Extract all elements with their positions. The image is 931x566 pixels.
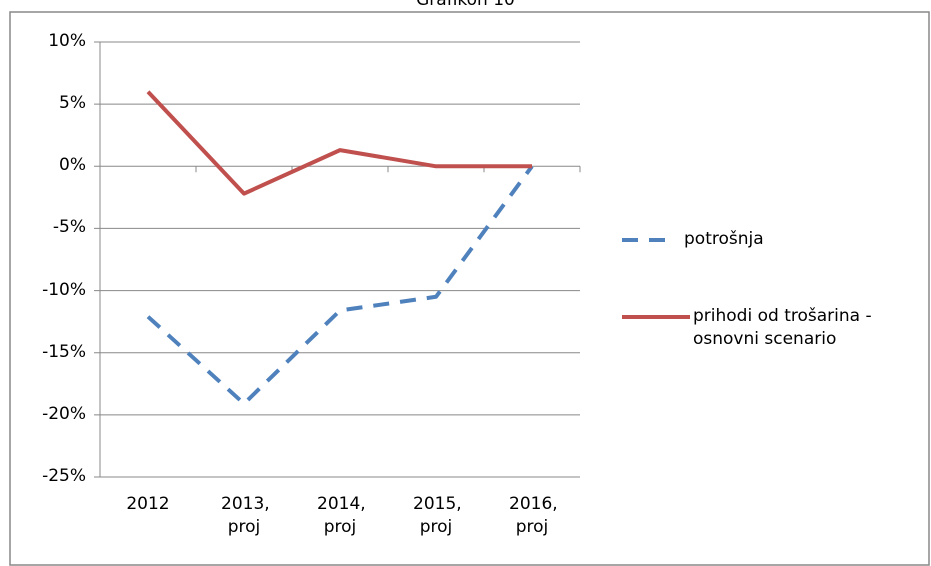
x-tick-label: 2013, proj bbox=[221, 494, 270, 537]
series-line bbox=[146, 165, 534, 406]
chart-title-text: Grafikon 10 bbox=[412, 0, 519, 10]
x-tick-label: 2012 bbox=[126, 494, 170, 514]
y-tick-label: -15% bbox=[42, 341, 86, 362]
y-tick-label: 10% bbox=[48, 31, 86, 51]
y-tick-label: -5% bbox=[52, 217, 86, 238]
legend-label: potrošnja bbox=[684, 229, 764, 249]
legend-label: prihodi od trošarina - osnovni scenario bbox=[693, 306, 872, 349]
x-tick-label: 2014, proj bbox=[317, 494, 366, 537]
y-tick-label: -10% bbox=[42, 279, 86, 300]
y-tick-label: -20% bbox=[42, 403, 86, 424]
y-tick-label: -25% bbox=[42, 466, 86, 486]
chart-title: Grafikon 10 bbox=[0, 0, 931, 12]
y-tick-label: 5% bbox=[59, 93, 86, 114]
x-tick-label: 2016, proj bbox=[509, 494, 558, 537]
x-tick-label: 2015, proj bbox=[413, 494, 462, 537]
series-line bbox=[146, 90, 532, 196]
y-tick-label: 0% bbox=[59, 155, 86, 176]
frame bbox=[9, 11, 930, 566]
